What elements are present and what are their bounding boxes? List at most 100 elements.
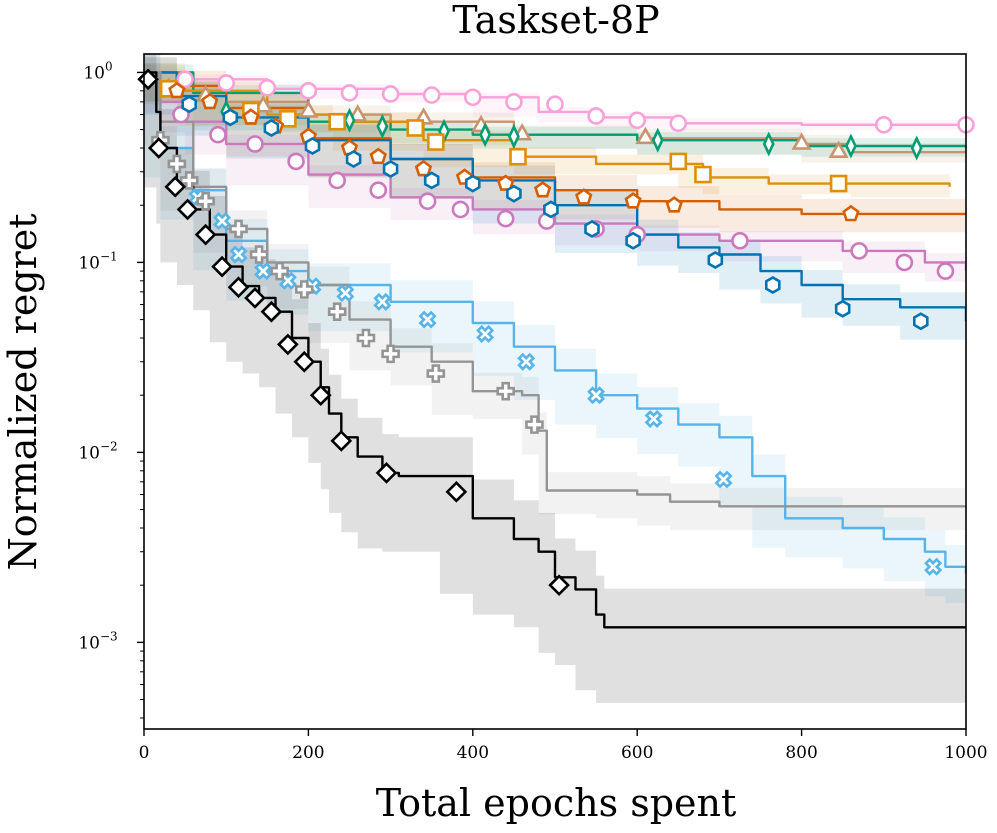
blue-hexagon-marker xyxy=(423,171,440,190)
black-diamond-marker xyxy=(227,276,250,299)
blue-hexagon-marker xyxy=(263,119,280,138)
gray-plus-marker xyxy=(229,219,248,239)
pink-circle-marker xyxy=(422,86,441,104)
black-diamond-marker xyxy=(194,223,217,246)
black-diamond-marker xyxy=(164,175,187,198)
brown-triangle-marker xyxy=(635,126,656,145)
green-diamond-marker xyxy=(343,107,356,133)
lightblue-x-band xyxy=(144,54,966,604)
gray-plus-marker xyxy=(270,261,289,281)
pink-circle-marker xyxy=(340,84,359,102)
magenta-circle-marker xyxy=(246,135,264,153)
orange-square-marker xyxy=(427,133,445,151)
red-pentagon-marker xyxy=(496,174,515,191)
pink-circle-marker xyxy=(546,95,564,114)
black-diamond-marker xyxy=(309,384,332,407)
blue-hexagon-marker xyxy=(506,184,522,203)
pink-circle-marker xyxy=(217,74,235,92)
black-diamond-marker xyxy=(211,255,233,278)
green-diamond-marker xyxy=(651,127,664,153)
black-diamond-marker xyxy=(176,198,199,221)
axis-ticks: 0 200 400 600 800 1000 100 10−1 10−2 10−3 xyxy=(78,59,987,763)
black-diamond-marker xyxy=(244,287,266,309)
orange-square-marker xyxy=(279,109,297,128)
pink-circle-marker xyxy=(463,88,482,107)
lightblue-x-marker xyxy=(336,284,355,303)
chart-title: Taskset-8P xyxy=(452,0,659,42)
magenta-circle-marker xyxy=(731,231,749,250)
gray-plus-marker xyxy=(179,171,199,190)
magenta-circle-marker xyxy=(328,171,346,190)
red-pentagon-marker xyxy=(414,159,433,177)
orange-square-marker xyxy=(328,112,346,131)
lightblue-x-marker xyxy=(644,409,663,428)
lightblue-x-marker xyxy=(418,310,437,329)
pink-circle-marker xyxy=(874,115,893,134)
plot-frame xyxy=(143,53,967,730)
magenta-circle-marker xyxy=(895,253,914,272)
red-pentagon-marker xyxy=(842,204,860,222)
pink-circle-line xyxy=(144,71,966,126)
green-diamond-band xyxy=(144,64,966,157)
red-pentagon-marker xyxy=(575,188,593,205)
series-markers xyxy=(137,68,975,597)
green-diamond-marker xyxy=(376,113,389,139)
gray-plus-marker xyxy=(381,344,400,364)
green-diamond-marker xyxy=(762,131,775,157)
x-tick-label: 0 xyxy=(139,743,150,763)
pink-circle-marker xyxy=(381,85,400,103)
blue-hexagon-marker xyxy=(345,149,362,168)
y-axis-label: Normalized regret xyxy=(1,213,45,570)
blue-hexagon-marker xyxy=(764,275,781,294)
magenta-circle-marker xyxy=(451,200,470,219)
black-diamond-marker xyxy=(277,333,299,356)
brown-triangle-marker xyxy=(828,140,849,158)
orange-square-marker xyxy=(694,165,712,184)
blue-hexagon-marker xyxy=(181,95,197,114)
red-pentagon-marker xyxy=(369,147,387,165)
orange-square-marker xyxy=(829,174,848,193)
red-pentagon-marker xyxy=(201,92,219,110)
black-diamond-marker xyxy=(147,137,170,159)
green-diamond-marker xyxy=(507,123,520,150)
lightblue-x-marker xyxy=(924,557,943,576)
blue-hexagon-marker xyxy=(464,174,481,193)
gray-plus-marker xyxy=(426,364,446,383)
gray-plus-marker xyxy=(167,154,187,174)
black-diamond-line xyxy=(144,71,966,629)
pink-circle-marker xyxy=(628,111,647,130)
magenta-circle-marker xyxy=(936,262,955,280)
blue-hexagon-marker xyxy=(382,159,399,178)
pink-circle-marker xyxy=(669,114,688,133)
lightblue-x-marker xyxy=(476,324,495,343)
lightblue-x-marker xyxy=(714,470,733,489)
gray-plus-marker xyxy=(294,280,314,299)
lightblue-x-marker xyxy=(373,292,392,311)
magenta-circle-marker xyxy=(209,125,227,144)
x-tick-label: 800 xyxy=(785,743,817,763)
gray-plus-marker xyxy=(249,245,269,264)
orange-square-marker xyxy=(406,119,425,137)
blue-hexagon-marker xyxy=(304,137,321,156)
black-diamond-marker xyxy=(293,350,316,373)
blue-hexagon-marker xyxy=(707,251,724,270)
pink-circle-marker xyxy=(299,82,318,100)
y-tick-label: 10−2 xyxy=(78,439,117,463)
y-tick-label: 10−3 xyxy=(78,629,117,653)
magenta-circle-marker xyxy=(850,242,868,260)
red-pentagon-marker xyxy=(242,108,260,125)
orange-square-marker xyxy=(509,147,527,166)
y-tick-label: 100 xyxy=(83,59,112,83)
pink-circle-marker xyxy=(505,93,523,111)
red-pentagon-marker xyxy=(624,192,642,209)
gray-plus-marker xyxy=(525,415,544,434)
black-diamond-marker xyxy=(260,300,283,323)
y-tick-label: 10−1 xyxy=(78,249,117,273)
blue-hexagon-marker xyxy=(912,312,929,331)
x-axis-label: Total epochs spent xyxy=(376,781,737,825)
lightblue-x-marker xyxy=(213,212,232,231)
lightblue-x-marker xyxy=(517,352,536,371)
magenta-circle-marker xyxy=(287,152,305,171)
black-diamond-marker xyxy=(330,430,353,452)
